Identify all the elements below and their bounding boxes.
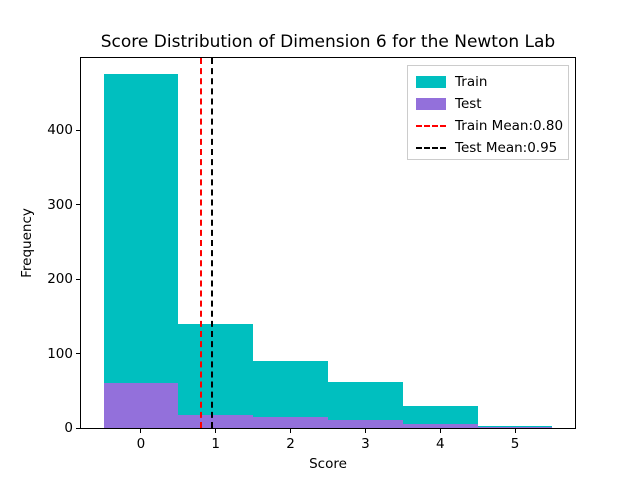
- x-tick-mark: [514, 429, 516, 433]
- y-tick-label: 400: [47, 122, 73, 139]
- legend-label-test-mean: Test Mean:0.95: [455, 140, 558, 156]
- test-mean-line: [211, 58, 213, 428]
- legend-row-test: Test: [416, 93, 560, 115]
- y-tick-label: 200: [47, 271, 73, 288]
- x-tick-mark: [439, 429, 441, 433]
- legend-line-test-mean: [416, 147, 446, 149]
- chart-title: Score Distribution of Dimension 6 for th…: [100, 32, 556, 52]
- y-tick-mark: [76, 129, 80, 131]
- x-tick-label: 4: [436, 436, 445, 452]
- y-tick-mark: [76, 278, 80, 280]
- legend-line-train-mean: [416, 125, 446, 127]
- y-tick-label: 300: [47, 196, 73, 213]
- test-bar: [477, 426, 553, 428]
- plot-area: Train Test Train Mean:0.80 Test Mean:0.9…: [80, 57, 576, 429]
- y-tick-label: 100: [47, 345, 73, 362]
- legend-swatch-test: [416, 98, 446, 110]
- legend-label-train: Train: [455, 74, 488, 90]
- y-tick-mark: [76, 353, 80, 355]
- y-tick-mark: [76, 204, 80, 206]
- x-tick-label: 5: [510, 436, 520, 452]
- x-tick-label: 0: [136, 436, 146, 452]
- train-bar: [178, 323, 254, 428]
- legend-row-train-mean: Train Mean:0.80: [416, 115, 564, 137]
- test-bar: [178, 414, 254, 428]
- legend-label-train-mean: Train Mean:0.80: [455, 118, 564, 134]
- x-tick-mark: [140, 429, 142, 433]
- train-mean-line: [199, 58, 202, 428]
- y-axis-label: Frequency: [19, 208, 35, 278]
- legend-label-test: Test: [455, 96, 482, 112]
- legend-row-test-mean: Test Mean:0.95: [416, 137, 560, 159]
- mean-lines: [81, 58, 575, 428]
- y-tick-label: 0: [64, 420, 73, 436]
- legend-row-train: Train: [416, 71, 560, 93]
- test-bar: [103, 383, 179, 428]
- train-bar: [103, 74, 179, 428]
- test-bar: [253, 416, 328, 428]
- x-axis-label: Score: [309, 456, 347, 472]
- test-bar: [402, 423, 478, 428]
- x-tick-label: 1: [211, 436, 220, 452]
- x-tick-mark: [364, 429, 366, 433]
- y-tick-mark: [76, 427, 80, 429]
- test-bar: [328, 419, 403, 428]
- x-tick-label: 2: [286, 436, 295, 452]
- legend-swatch-train: [416, 76, 446, 88]
- x-tick-label: 3: [361, 436, 370, 452]
- legend: Train Test Train Mean:0.80 Test Mean:0.9…: [407, 65, 569, 160]
- x-tick-mark: [290, 429, 292, 433]
- histogram-bars: [81, 58, 575, 428]
- train-bar: [402, 405, 478, 428]
- x-tick-mark: [215, 429, 217, 433]
